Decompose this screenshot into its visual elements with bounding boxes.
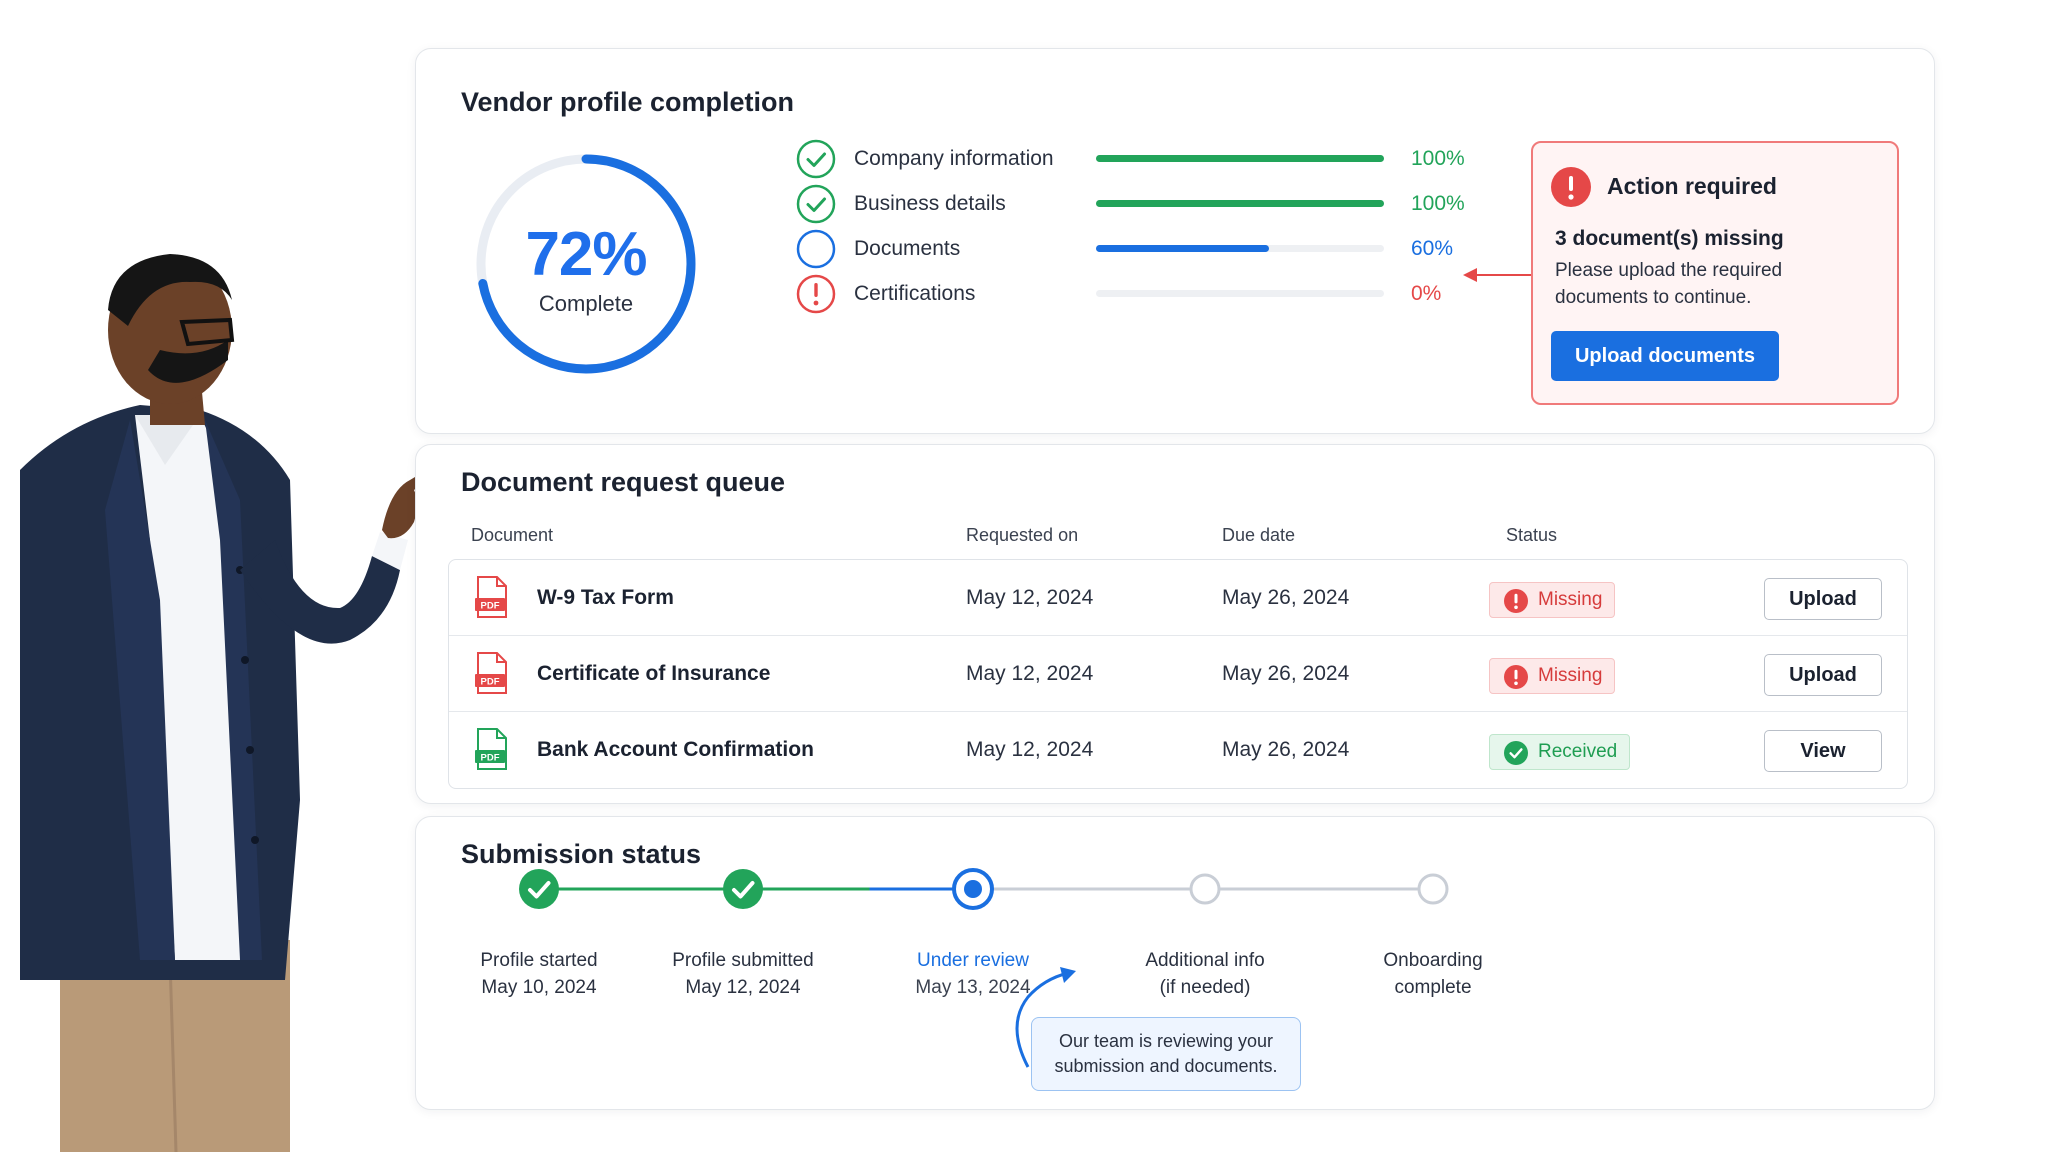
document-queue-card: Document request queue Document Requeste… [415, 444, 1935, 804]
table-row: PDF W-9 Tax Form May 12, 2024 May 26, 2024 M… [449, 560, 1907, 636]
section-label: Company information [854, 147, 1054, 170]
review-tooltip: Our team is reviewing your submission an… [1031, 1017, 1301, 1091]
step-label: Onboarding complete [1323, 947, 1543, 1001]
exclamation-circle-icon [1504, 589, 1528, 613]
pdf-file-icon: PDF [475, 652, 507, 694]
column-header-due: Due date [1222, 525, 1296, 545]
step-pending-icon [1417, 873, 1449, 905]
step-label: Profile submitted May 12, 2024 [633, 947, 853, 1001]
status-text: Missing [1538, 589, 1603, 610]
document-name: W-9 Tax Form [537, 586, 674, 609]
section-percent: 60% [1411, 237, 1454, 260]
requested-date: May 12, 2024 [966, 662, 1094, 685]
status-text: Received [1538, 741, 1618, 762]
alert-body: Please upload the required documents to … [1555, 260, 1783, 308]
status-timeline [519, 868, 1449, 910]
pdf-label: PDF [481, 753, 500, 764]
step-done-check-icon [723, 869, 763, 909]
upload-documents-button[interactable]: Upload documents [1551, 331, 1779, 381]
curved-arrow-icon [1015, 967, 1076, 1068]
section-row-business-details: Business details 100% [796, 184, 1496, 224]
due-date: May 26, 2024 [1222, 586, 1350, 609]
section-label: Certifications [854, 282, 976, 305]
pdf-label: PDF [481, 677, 500, 688]
presenter-person-image [20, 254, 435, 1152]
document-table: PDF W-9 Tax Form May 12, 2024 May 26, 2024 M… [448, 559, 1908, 789]
section-progress-fill [1096, 245, 1269, 252]
check-circle-icon [1504, 741, 1528, 765]
step-title: Profile submitted [672, 950, 814, 971]
step-label: Additional info (if needed) [1095, 947, 1315, 1001]
status-badge: Missing [1489, 582, 1616, 618]
arrow-left-icon [1463, 268, 1539, 282]
check-circle-icon [796, 184, 836, 224]
action-required-alert: Action required 3 document(s) missing Pl… [1531, 141, 1899, 405]
due-date: May 26, 2024 [1222, 662, 1350, 685]
step-done-check-icon [519, 869, 559, 909]
step-title: Profile started [480, 950, 598, 971]
section-progress-fill [1096, 200, 1384, 207]
exclamation-circle-icon [796, 274, 836, 314]
section-row-company-information: Company information 100% [796, 139, 1496, 179]
status-badge: Received [1489, 734, 1631, 770]
view-button[interactable]: View [1764, 730, 1882, 772]
completion-label: Complete [538, 291, 634, 316]
table-row: PDF Bank Account Confirmation May 12, 2024… [449, 712, 1907, 788]
document-name: Certificate of Insurance [537, 662, 771, 685]
status-card-title: Submission status [461, 839, 702, 869]
upload-button[interactable]: Upload [1764, 578, 1882, 620]
step-title: Additional info [1145, 950, 1265, 971]
column-header-status: Status [1506, 525, 1558, 545]
check-circle-icon [796, 139, 836, 179]
section-percent: 100% [1411, 192, 1465, 215]
exclamation-circle-icon [1551, 167, 1591, 207]
section-progress-fill [1096, 155, 1384, 162]
section-progress-track [1096, 245, 1384, 252]
alert-title: Action required [1607, 173, 1777, 199]
vendor-profile-card: Vendor profile completion 72% Complete C… [415, 48, 1935, 434]
section-label: Business details [854, 192, 1006, 215]
status-badge: Missing [1489, 658, 1616, 694]
exclamation-circle-icon [1504, 665, 1528, 689]
step-subtitle: May 12, 2024 [685, 977, 801, 998]
section-progress-track [1096, 155, 1384, 162]
table-row: PDF Certificate of Insurance May 12, 2024 M… [449, 636, 1907, 712]
step-subtitle: (if needed) [1159, 977, 1251, 998]
step-pending-icon [1189, 873, 1221, 905]
profile-card-title: Vendor profile completion [461, 87, 795, 117]
step-subtitle: complete [1394, 977, 1472, 998]
section-progress-track [1096, 290, 1384, 297]
requested-date: May 12, 2024 [966, 738, 1094, 761]
section-row-certifications: Certifications 0% [796, 274, 1496, 314]
status-text: Missing [1538, 665, 1603, 686]
step-title: Under review [917, 950, 1029, 971]
step-label: Profile started May 10, 2024 [429, 947, 649, 1001]
step-label: Under review May 13, 2024 [863, 947, 1083, 1001]
submission-status-card: Submission status Profile started May 10,… [415, 816, 1935, 1110]
pdf-label: PDF [481, 601, 500, 612]
step-current-icon [952, 868, 994, 910]
step-title: Onboarding [1383, 950, 1483, 971]
upload-button[interactable]: Upload [1764, 654, 1882, 696]
empty-circle-icon [796, 229, 836, 269]
section-row-documents: Documents 60% [796, 229, 1496, 269]
column-header-requested: Requested on [966, 525, 1079, 545]
queue-card-title: Document request queue [461, 467, 786, 497]
completion-percent: 72% [525, 220, 647, 289]
section-percent: 0% [1411, 282, 1442, 305]
completion-ring [476, 154, 696, 374]
requested-date: May 12, 2024 [966, 586, 1094, 609]
section-progress-track [1096, 200, 1384, 207]
step-subtitle: May 13, 2024 [915, 977, 1031, 998]
section-label: Documents [854, 237, 961, 260]
column-header-document: Document [471, 525, 554, 545]
step-subtitle: May 10, 2024 [481, 977, 597, 998]
alert-subtitle: 3 document(s) missing [1555, 227, 1784, 250]
section-percent: 100% [1411, 147, 1465, 170]
pdf-file-icon: PDF [475, 728, 507, 770]
due-date: May 26, 2024 [1222, 738, 1350, 761]
document-name: Bank Account Confirmation [537, 738, 814, 761]
pdf-file-icon: PDF [475, 576, 507, 618]
